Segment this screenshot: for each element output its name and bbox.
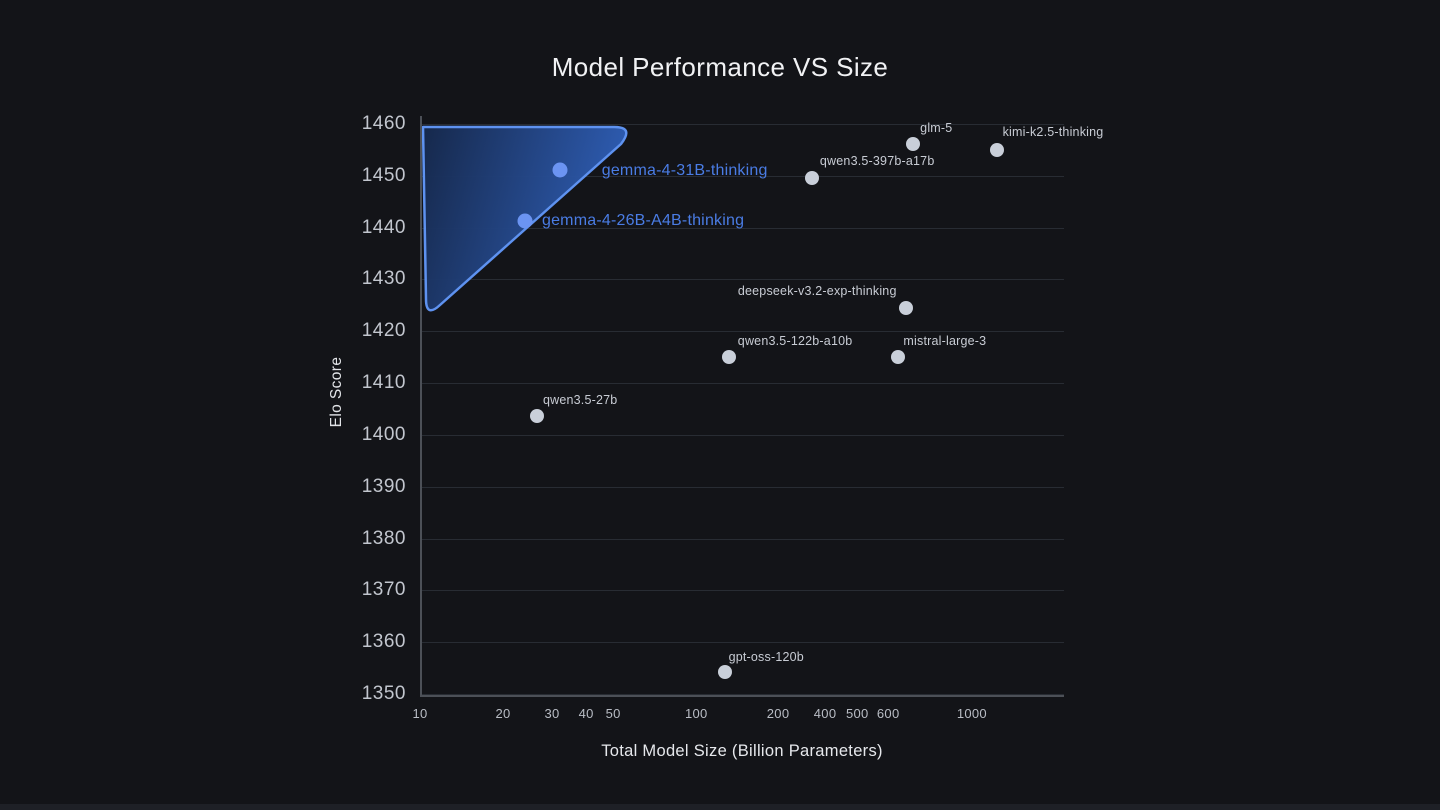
point-qwen3.5-397b-a17b[interactable] xyxy=(805,171,820,186)
y-tick-label: 1360 xyxy=(361,631,406,653)
x-tick-label: 600 xyxy=(876,706,900,721)
x-axis-line xyxy=(420,695,1064,697)
y-tick-label: 1440 xyxy=(361,216,406,238)
x-tick-label: 200 xyxy=(766,706,790,721)
point-label-kimi-k2.5-thinking: kimi-k2.5-thinking xyxy=(1002,125,1104,140)
point-label-glm-5: glm-5 xyxy=(920,120,953,135)
y-tick-label: 1460 xyxy=(361,113,406,134)
y-tick-label: 1420 xyxy=(361,320,406,342)
y-tick-label: 1350 xyxy=(361,683,406,704)
x-axis-title: Total Model Size (Billion Parameters) xyxy=(601,742,883,760)
x-tick-label: 500 xyxy=(845,706,869,721)
y-tick-label: 1450 xyxy=(361,164,406,186)
gridline xyxy=(420,642,1064,644)
y-tick-label: 1370 xyxy=(361,579,406,601)
gridline xyxy=(420,124,1064,125)
y-tick-label: 1380 xyxy=(361,527,406,549)
point-gemma-4-31B-thinking[interactable] xyxy=(552,162,568,178)
gridline xyxy=(420,227,1064,229)
point-label-qwen3.5-27b: qwen3.5-27b xyxy=(542,392,618,407)
point-label-gemma-4-31B-thinking: gemma-4-31B-thinking xyxy=(601,162,768,180)
point-glm-5[interactable] xyxy=(906,136,921,151)
gridline xyxy=(420,175,1064,177)
gridline xyxy=(420,486,1064,488)
x-axis-ticks: 10 20 30 40 50 100 200 400 500 600 1000 xyxy=(412,706,1064,726)
y-tick-label: 1430 xyxy=(361,268,406,290)
x-tick-label: 40 xyxy=(578,706,594,721)
point-deepseek-v3.2-exp-thinking[interactable] xyxy=(899,301,914,316)
point-qwen3.5-122b-a10b[interactable] xyxy=(722,350,737,365)
point-mistral-large-3[interactable] xyxy=(890,350,905,365)
point-label-qwen3.5-397b-a17b: qwen3.5-397b-a17b xyxy=(819,154,935,169)
gridline xyxy=(420,434,1064,436)
bottom-strip xyxy=(0,804,1440,810)
point-label-qwen3.5-122b-a10b: qwen3.5-122b-a10b xyxy=(737,334,853,349)
y-axis-ticks: 1460 1450 1440 1430 1420 1410 1400 1390 1380 1370… xyxy=(340,113,406,704)
gridline xyxy=(420,383,1064,385)
gridline xyxy=(420,590,1064,592)
x-tick-label: 50 xyxy=(605,706,621,721)
y-axis-line xyxy=(420,116,422,697)
x-tick-label: 10 xyxy=(412,706,428,721)
gridline xyxy=(420,538,1064,540)
y-tick-label: 1390 xyxy=(361,475,406,497)
chart-title: Model Performance VS Size xyxy=(551,52,889,82)
x-tick-label: 1000 xyxy=(956,706,987,721)
point-gemma-4-26B-A4B-thinking[interactable] xyxy=(517,213,533,229)
y-tick-label: 1400 xyxy=(361,423,406,445)
gridline xyxy=(420,694,1064,695)
x-tick-label: 30 xyxy=(544,706,560,721)
point-label-gemma-4-26B-A4B-thinking: gemma-4-26B-A4B-thinking xyxy=(541,211,745,229)
point-label-mistral-large-3: mistral-large-3 xyxy=(903,334,987,349)
x-tick-label: 400 xyxy=(813,706,837,721)
point-gpt-oss-120b[interactable] xyxy=(718,664,733,679)
point-kimi-k2.5-thinking[interactable] xyxy=(990,143,1005,158)
efficiency-frontier-region xyxy=(421,125,628,312)
x-tick-label: 100 xyxy=(684,706,708,721)
point-qwen3.5-27b[interactable] xyxy=(530,408,545,423)
point-label-deepseek-v3.2-exp-thinking: deepseek-v3.2-exp-thinking xyxy=(737,284,897,299)
gridline xyxy=(420,331,1064,333)
x-tick-label: 20 xyxy=(495,706,511,721)
y-axis-title: Elo Score xyxy=(328,356,345,428)
point-label-gpt-oss-120b: gpt-oss-120b xyxy=(728,649,804,664)
y-tick-label: 1410 xyxy=(361,372,406,394)
plot-area: gemma-4-31B-thinking gemma-4-26B-A4B-thin… xyxy=(420,116,1103,697)
gridline xyxy=(420,279,1064,281)
